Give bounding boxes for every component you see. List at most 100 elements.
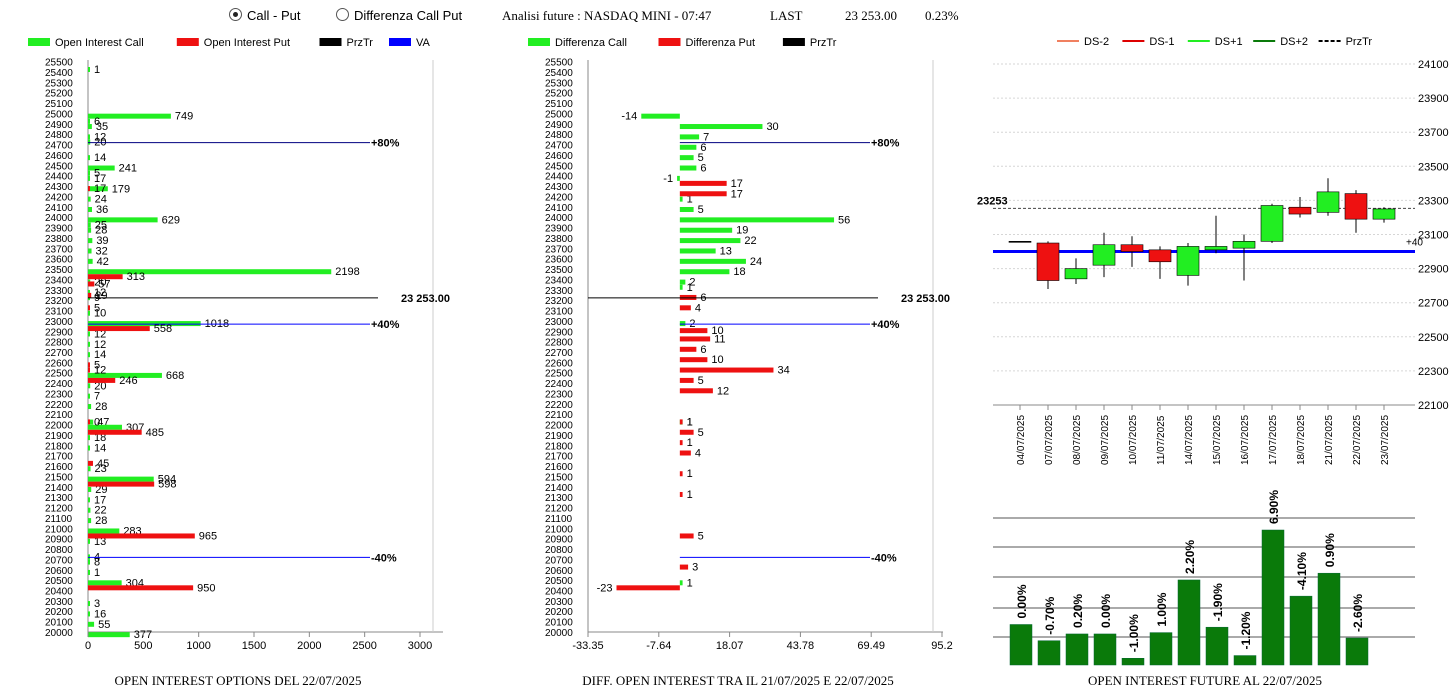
- p1-call-bar: [679, 144, 697, 150]
- p1-call-bar-label: 18: [733, 266, 745, 278]
- p1-put-bar-label: 6: [700, 344, 706, 356]
- p2-x-tick: 17/07/2025: [1268, 415, 1279, 465]
- p2-candle-body: [1288, 206, 1312, 215]
- last-value: 23 253.00: [845, 8, 897, 23]
- radio-call-put[interactable]: Call - Put: [229, 8, 300, 23]
- p0-y-tick: 22900: [45, 327, 73, 338]
- p2-candle-body: [1260, 205, 1284, 242]
- p0-y-tick: 21600: [45, 462, 73, 473]
- p1-call-bar-label: 5: [698, 152, 704, 164]
- p2-legend-label: DS+1: [1215, 36, 1243, 48]
- p2-va-label: +40: [1406, 238, 1423, 249]
- p2-candle-body: [1344, 193, 1368, 220]
- p1-y-tick: 24300: [545, 182, 573, 193]
- p0-y-tick: 20700: [45, 555, 73, 566]
- p2-x-tick: 11/07/2025: [1156, 415, 1167, 465]
- p1-put-bar: [679, 336, 711, 342]
- radio-differenza-label: Differenza Call Put: [354, 8, 463, 23]
- p0-call-bar-label: 28: [95, 515, 107, 527]
- p0-call-bar-label: 14: [94, 443, 106, 455]
- p1-put-bar: [616, 585, 680, 591]
- p2-candle-body: [1316, 191, 1340, 213]
- p1-y-tick: 23400: [545, 275, 573, 286]
- p1-put-bar-label: 11: [714, 333, 725, 345]
- p0-put-bar: [88, 281, 95, 287]
- p0-call-bar: [88, 124, 92, 130]
- p0-call-bar-label: 241: [119, 163, 137, 175]
- p1-y-tick: 20900: [545, 535, 573, 546]
- p1-put-bar-label: 4: [695, 448, 701, 460]
- p0-call-bar: [88, 258, 93, 264]
- p3-bar-label: 1.00%: [1155, 592, 1169, 626]
- p0-put-bar-label: 965: [199, 530, 217, 542]
- p1-call-bar: [679, 269, 730, 275]
- p0-put-bar: [88, 367, 90, 373]
- p3-bar: [1149, 632, 1173, 666]
- p1-call-bar: [679, 206, 694, 212]
- p0-put-bar: [88, 533, 195, 539]
- p1-put-bar-label: 1: [687, 489, 693, 501]
- p1-call-bar-label: 22: [744, 235, 756, 247]
- p0-call-bar: [88, 155, 90, 161]
- p0-call-bar-label: 20: [94, 380, 106, 392]
- p0-put-bar: [88, 419, 90, 425]
- p0-y-tick: 22300: [45, 389, 73, 400]
- p1-y-tick: 22900: [545, 327, 573, 338]
- p0-call-bar-label: 8: [94, 557, 100, 569]
- p1-y-tick: 20300: [545, 597, 573, 608]
- p1-y-tick: 24000: [545, 213, 573, 224]
- p2-y-tick: 22100: [1418, 400, 1449, 412]
- p2-legend-label: PrzTr: [1346, 36, 1373, 48]
- p1-put-bar: [679, 377, 694, 383]
- p1-put-bar: [679, 440, 683, 446]
- radio-differenza[interactable]: Differenza Call Put: [336, 8, 462, 23]
- p3-bar-label: 0.00%: [1015, 584, 1029, 618]
- p1-prztr-label: 23 253.00: [901, 293, 950, 305]
- p0-call-bar: [88, 248, 92, 254]
- p1-call-bar: [679, 248, 716, 254]
- p0-call-bar: [88, 217, 158, 223]
- p0-call-bar: [88, 404, 92, 410]
- radio-selected-icon[interactable]: [229, 8, 242, 21]
- p0-y-tick: 23500: [45, 265, 73, 276]
- p1-y-tick: 21500: [545, 472, 573, 483]
- p1-legend-label: PrzTr: [810, 37, 837, 49]
- radio-unselected-icon[interactable]: [336, 8, 349, 21]
- p0-call-bar-label: 179: [112, 183, 130, 195]
- p0-call-bar-label: 2198: [335, 266, 359, 278]
- p1-put-bar: [679, 564, 689, 570]
- p0-call-bar: [88, 621, 95, 627]
- p1-y-tick: 23200: [545, 296, 573, 307]
- p3-bar: [1177, 579, 1201, 666]
- p0-put-bar-label: 17: [94, 183, 106, 195]
- p1-y-tick: 22400: [545, 379, 573, 390]
- p1-y-tick: 22100: [545, 410, 573, 421]
- p0-put-bar: [88, 377, 116, 383]
- p0-call-bar: [88, 289, 90, 295]
- p1-put-bar: [679, 491, 683, 497]
- p0-call-bar-label: 1: [94, 64, 100, 76]
- p1-put-bar-label: 10: [711, 325, 723, 337]
- p0-y-tick: 23900: [45, 224, 73, 235]
- p0-y-tick: 22200: [45, 400, 73, 411]
- p0-y-tick: 20600: [45, 566, 73, 577]
- p0-y-tick: 22000: [45, 421, 73, 432]
- p2-price-label: 23253: [977, 195, 1008, 207]
- p0-y-tick: 23600: [45, 255, 73, 266]
- p3-bar: [1289, 595, 1313, 666]
- p1-y-tick: 23800: [545, 234, 573, 245]
- p1-y-tick: 22000: [545, 421, 573, 432]
- p1-call-bar-label: 2: [689, 277, 695, 289]
- p0-x-tick: 0: [85, 640, 91, 652]
- p3-title: OPEN INTEREST FUTURE AL 22/07/2025: [1088, 673, 1322, 688]
- p1-title: DIFF. OPEN INTEREST TRA IL 21/07/2025 E …: [582, 673, 893, 688]
- p2-x-tick: 21/07/2025: [1324, 415, 1335, 465]
- p2-legend-label: DS-2: [1084, 36, 1109, 48]
- p0-call-bar: [88, 476, 154, 482]
- p1-put-bar: [679, 357, 708, 363]
- p1-put-bar: [679, 450, 691, 456]
- p1-call-bar: [679, 580, 683, 586]
- p0-y-tick: 25300: [45, 78, 73, 89]
- p1-x-tick: 18.07: [716, 640, 744, 652]
- p0-y-tick: 24800: [45, 130, 73, 141]
